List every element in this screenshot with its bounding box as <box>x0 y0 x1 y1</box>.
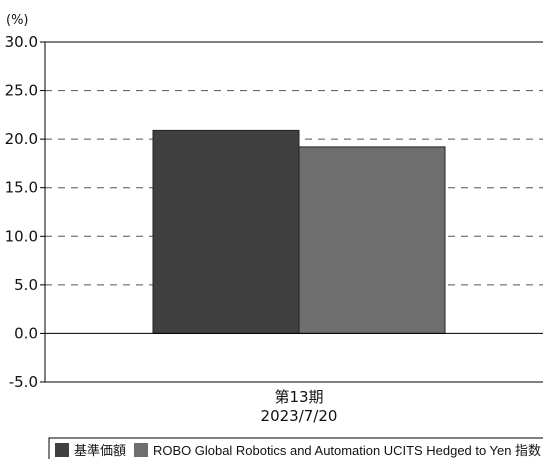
y-tick-label-6: 25.0 <box>5 82 38 100</box>
legend-frame <box>48 437 543 459</box>
category-label-period: 第13期 <box>274 388 323 406</box>
y-tick-label-0: -5.0 <box>9 373 38 391</box>
legend-label-nav: 基準価額 <box>74 443 126 458</box>
y-tick-label-4: 15.0 <box>5 179 38 197</box>
legend-swatch-benchmark <box>134 443 148 457</box>
y-axis-unit-label: (%) <box>6 13 29 28</box>
y-tick-label-5: 20.0 <box>5 130 38 148</box>
category-label-date: 2023/7/20 <box>261 407 338 425</box>
legend: 基準価額 ROBO Global Robotics and Automation… <box>48 437 543 459</box>
y-tick-label-2: 5.0 <box>14 276 38 294</box>
y-tick-label-3: 10.0 <box>5 227 38 245</box>
y-tick-label-7: 30.0 <box>5 33 38 51</box>
category-labels: 第13期 2023/7/20 <box>261 388 338 425</box>
bar-series-1 <box>298 146 446 334</box>
axes <box>44 41 543 383</box>
bars <box>152 129 446 334</box>
y-tick-label-1: 0.0 <box>14 324 38 342</box>
legend-swatch-nav <box>55 443 69 457</box>
bar-series-0 <box>152 129 300 334</box>
legend-label-benchmark: ROBO Global Robotics and Automation UCIT… <box>153 443 541 458</box>
y-tick-labels: -5.0 0.0 5.0 10.0 15.0 20.0 25.0 30.0 <box>5 33 45 391</box>
